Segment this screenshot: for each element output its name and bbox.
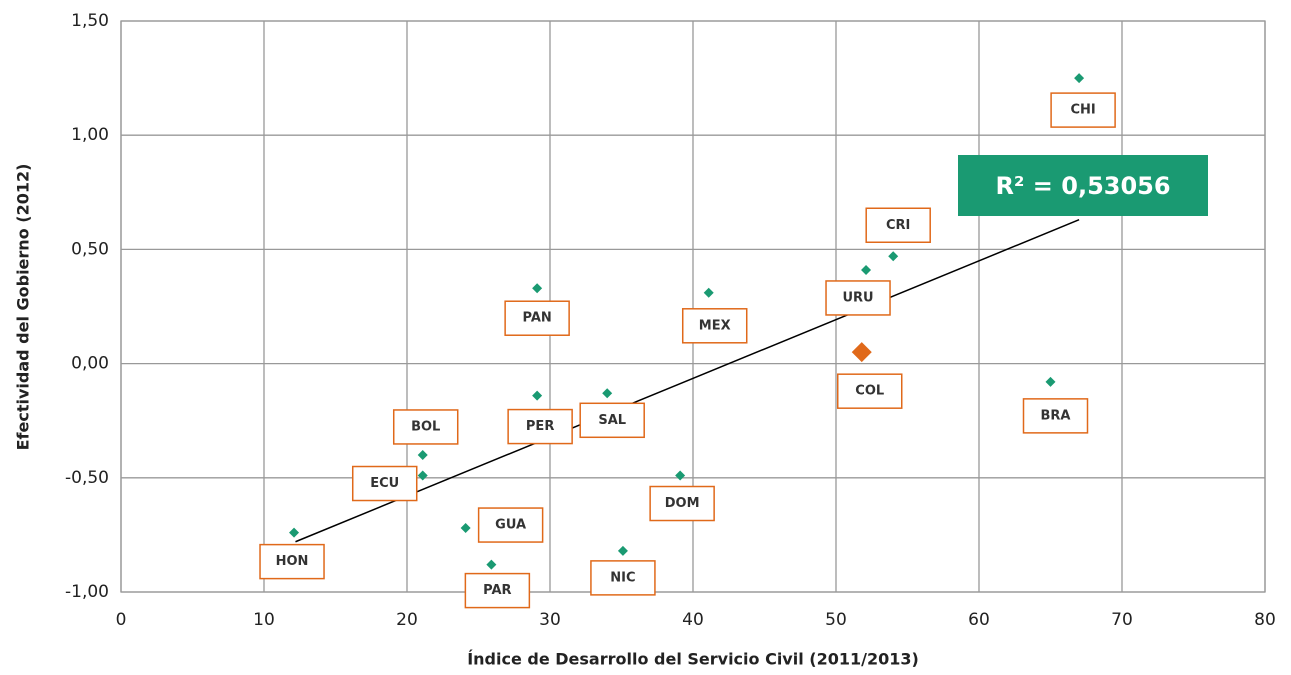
label-box: [579, 402, 645, 439]
x-tick-label: 0: [116, 610, 127, 630]
point: [703, 287, 714, 298]
point-label: BOL: [411, 419, 440, 434]
label-box: [865, 207, 931, 244]
point: [417, 449, 428, 460]
r2-box: [958, 155, 1208, 216]
point-label: BRA: [1041, 408, 1071, 423]
plot-border: [120, 20, 1266, 593]
point: [675, 470, 686, 481]
point: [602, 388, 613, 399]
point: [289, 527, 300, 538]
label-box: [1022, 398, 1089, 434]
x-tick-label: 50: [825, 610, 847, 630]
x-tick-label: 40: [682, 610, 704, 630]
point: [1074, 73, 1085, 84]
label-box: [504, 300, 570, 336]
label-box: [681, 308, 748, 344]
point: [617, 545, 628, 556]
x-tick-label: 30: [539, 610, 561, 630]
point-label: CRI: [886, 218, 910, 233]
x-tick-label: 10: [253, 610, 275, 630]
y-tick-label: 1,00: [71, 125, 109, 145]
point-label: DOM: [665, 496, 700, 511]
label-box: [825, 280, 891, 316]
trendline: [295, 219, 1080, 543]
y-tick-label: 1,50: [71, 11, 109, 31]
y-tick-label: 0,00: [71, 354, 109, 374]
y-axis-title: Efectividad del Gobierno (2012): [14, 164, 33, 451]
label-box: [590, 560, 656, 596]
point-label: MEX: [699, 318, 731, 333]
label-box: [1050, 92, 1116, 128]
point: [460, 523, 471, 534]
x-tick-label: 70: [1111, 610, 1133, 630]
label-box: [507, 408, 573, 445]
point-label: SAL: [598, 413, 626, 428]
x-tick-label: 20: [396, 610, 418, 630]
label-box: [464, 572, 531, 609]
point-label: ECU: [370, 476, 399, 491]
point: [861, 264, 872, 275]
x-tick-label: 60: [968, 610, 990, 630]
point: [417, 470, 428, 481]
point: [851, 342, 872, 363]
point: [1045, 376, 1056, 387]
point-label: COL: [855, 384, 884, 399]
label-box: [477, 507, 544, 543]
point-label: PAN: [522, 311, 551, 326]
label-box: [836, 373, 903, 409]
y-tick-label: 0,50: [71, 239, 109, 259]
point: [486, 559, 497, 570]
point: [532, 283, 543, 294]
point: [888, 251, 899, 262]
label-box: [259, 543, 325, 580]
x-axis-title: Índice de Desarrollo del Servicio Civil …: [467, 650, 919, 669]
x-tick-label: 80: [1254, 610, 1276, 630]
point-label: PER: [526, 419, 554, 434]
r2-label: R² = 0,53056: [995, 172, 1170, 200]
point-label: HON: [276, 554, 309, 569]
label-box: [351, 465, 418, 502]
point-label: NIC: [610, 570, 635, 585]
point-label: GUA: [495, 518, 526, 533]
point: [532, 390, 543, 401]
label-box: [649, 485, 715, 522]
point-label: PAR: [483, 583, 511, 598]
label-box: [392, 409, 459, 445]
y-tick-label: -1,00: [65, 582, 109, 602]
point-label: URU: [842, 290, 873, 305]
point-label: CHI: [1070, 103, 1095, 118]
y-tick-label: -0,50: [65, 468, 109, 488]
